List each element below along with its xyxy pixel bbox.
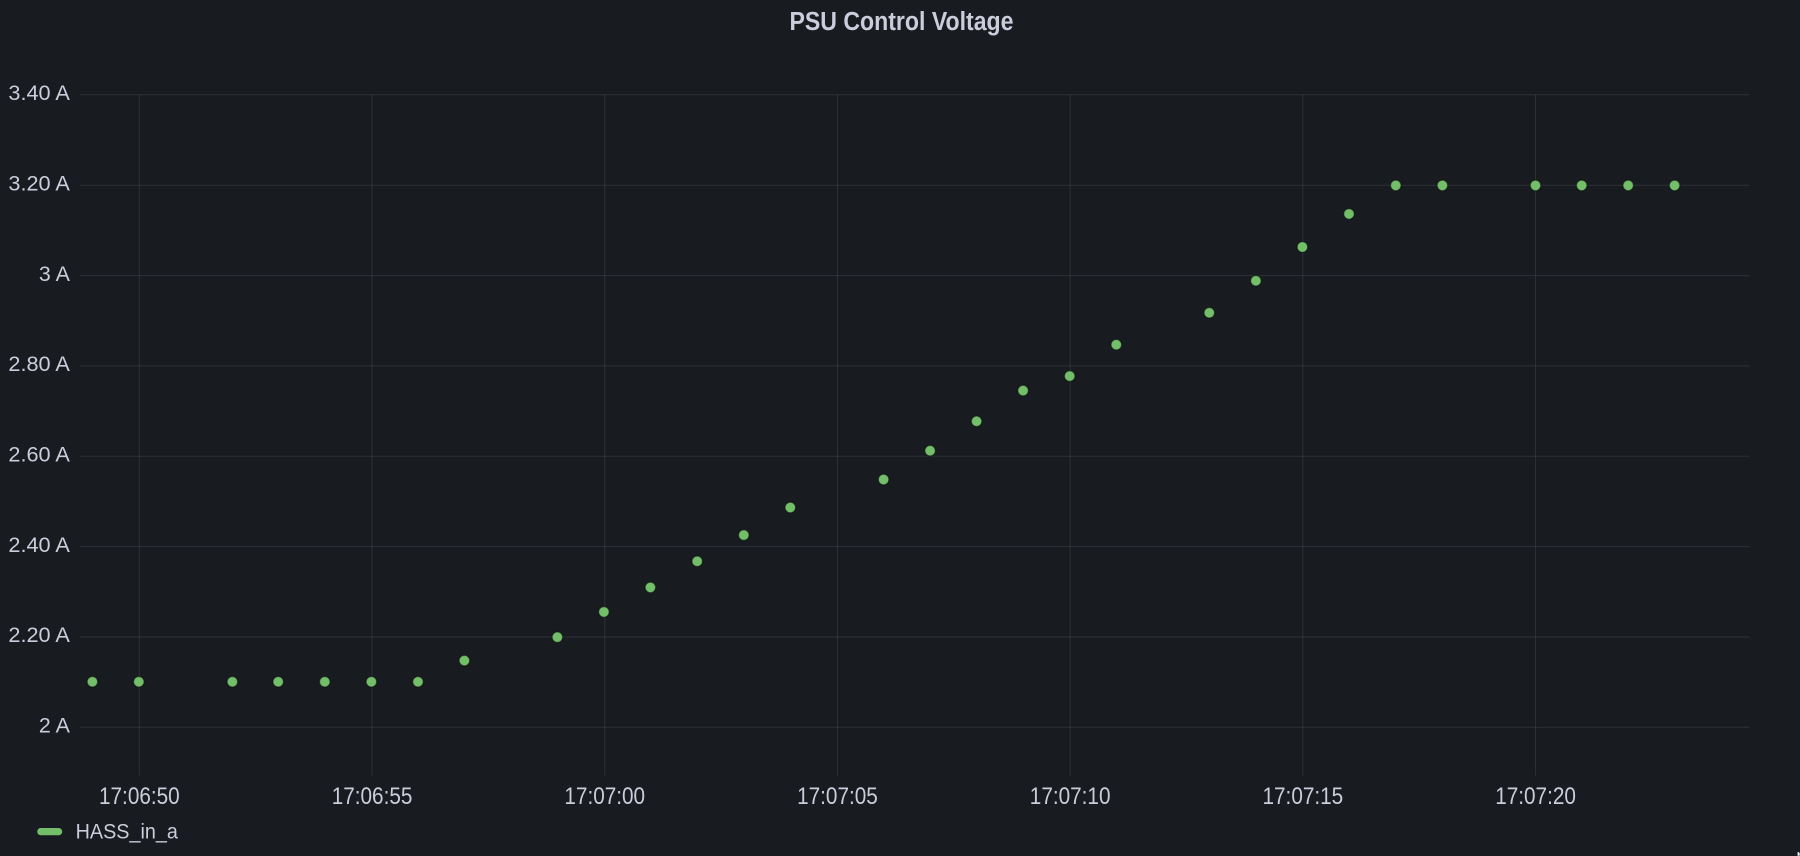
svg-text:2 A: 2 A	[39, 715, 70, 738]
svg-text:HASS_in_a: HASS_in_a	[76, 819, 178, 843]
svg-text:17:06:55: 17:06:55	[332, 783, 413, 810]
svg-text:3.20 A: 3.20 A	[8, 172, 70, 195]
svg-text:17:07:15: 17:07:15	[1263, 783, 1344, 810]
svg-text:17:06:50: 17:06:50	[99, 783, 180, 810]
svg-text:2.40 A: 2.40 A	[8, 534, 70, 557]
svg-text:17:07:10: 17:07:10	[1030, 783, 1111, 810]
svg-text:2.80 A: 2.80 A	[8, 353, 70, 376]
svg-text:2.60 A: 2.60 A	[8, 444, 70, 467]
svg-text:PSU Control Voltage: PSU Control Voltage	[790, 8, 1014, 36]
svg-text:17:07:00: 17:07:00	[564, 783, 645, 810]
svg-text:2.20 A: 2.20 A	[8, 624, 70, 647]
svg-text:3 A: 3 A	[39, 263, 70, 286]
svg-text:17:07:05: 17:07:05	[797, 783, 878, 810]
svg-text:17:07:20: 17:07:20	[1495, 783, 1576, 810]
svg-text:3.40 A: 3.40 A	[8, 82, 70, 105]
